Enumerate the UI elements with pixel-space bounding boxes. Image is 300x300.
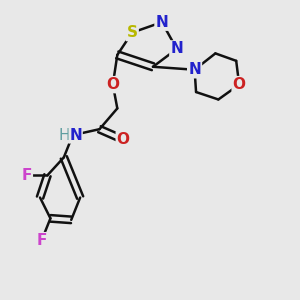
Text: O: O xyxy=(117,132,130,147)
Text: N: N xyxy=(155,15,168,30)
Text: H: H xyxy=(58,128,70,142)
Text: O: O xyxy=(106,77,119,92)
Text: O: O xyxy=(233,77,246,92)
Text: F: F xyxy=(36,233,47,248)
Text: N: N xyxy=(170,41,183,56)
Text: N: N xyxy=(188,62,201,77)
Text: S: S xyxy=(127,25,138,40)
Text: F: F xyxy=(22,168,32,183)
Text: N: N xyxy=(69,128,82,142)
